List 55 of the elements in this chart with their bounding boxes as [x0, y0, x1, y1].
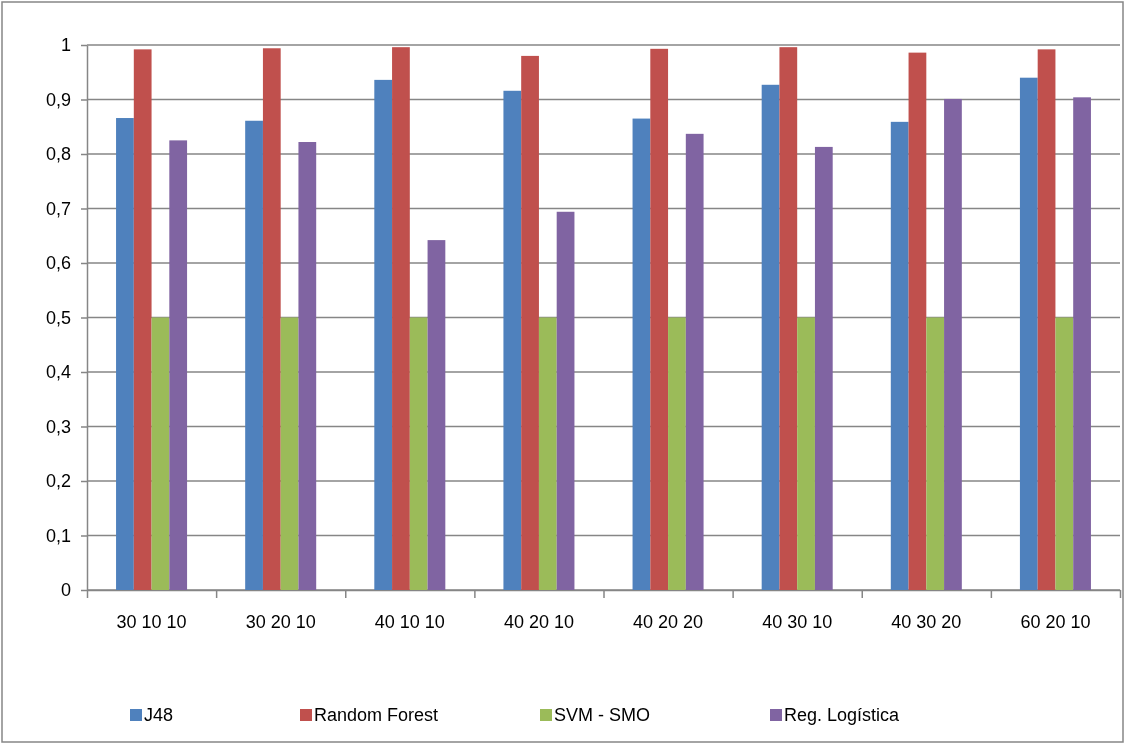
bar	[944, 98, 962, 590]
legend-label: SVM - SMO	[554, 705, 651, 725]
bar	[521, 55, 539, 590]
bar	[1073, 97, 1091, 590]
bar	[280, 317, 299, 590]
bar	[797, 317, 815, 590]
x-tick-label: 60 20 10	[1020, 612, 1091, 632]
y-tick-label: 0,9	[45, 89, 71, 110]
y-tick-label: 0,1	[45, 525, 71, 546]
bar	[538, 317, 557, 590]
x-tick-label: 40 20 10	[503, 612, 574, 632]
bar	[779, 47, 798, 590]
bar	[1037, 49, 1056, 590]
y-tick-label: 0,3	[45, 416, 71, 437]
y-tick-label: 0,5	[45, 307, 71, 328]
legend-label: Random Forest	[314, 705, 439, 725]
y-tick-label: 0,4	[45, 362, 71, 383]
bar	[650, 48, 669, 590]
y-tick-label: 0,7	[45, 198, 71, 219]
bar	[632, 118, 651, 590]
bar	[814, 146, 833, 590]
bar	[908, 52, 927, 590]
bar	[169, 140, 188, 590]
x-tick-label: 40 30 20	[891, 612, 962, 632]
legend-label: J48	[144, 705, 174, 725]
y-tick-label: 0,6	[45, 253, 71, 274]
bar	[245, 120, 263, 590]
bar	[262, 48, 281, 590]
bar	[1055, 317, 1074, 590]
bar	[1019, 77, 1038, 590]
bar	[151, 317, 170, 590]
y-tick-label: 0	[60, 580, 71, 601]
y-tick-label: 1	[60, 35, 71, 56]
bar	[685, 133, 704, 590]
bar	[761, 84, 780, 590]
bar	[556, 211, 575, 590]
bar	[133, 49, 152, 590]
x-tick-label: 30 10 10	[116, 612, 187, 632]
y-tick-label: 0,2	[45, 471, 71, 492]
bar	[392, 47, 410, 590]
y-tick-label: 0,8	[45, 144, 71, 165]
bar	[427, 240, 446, 590]
bar	[374, 79, 393, 590]
bar	[409, 317, 428, 590]
bar	[298, 142, 317, 590]
bar	[668, 317, 686, 590]
legend-label: Reg. Logística	[784, 705, 901, 725]
x-tick-label: 30 20 10	[245, 612, 316, 632]
x-tick-label: 40 30 10	[762, 612, 833, 632]
x-tick-label: 40 20 20	[633, 612, 704, 632]
bar	[503, 90, 522, 590]
bar	[890, 121, 909, 590]
bar	[926, 317, 945, 590]
bar	[116, 118, 134, 590]
x-tick-label: 40 10 10	[374, 612, 445, 632]
